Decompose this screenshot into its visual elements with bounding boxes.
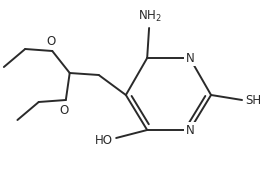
Text: HO: HO [95,134,113,147]
Text: SH: SH [245,94,261,107]
Text: NH$_2$: NH$_2$ [138,9,162,24]
Text: O: O [47,35,56,48]
Text: O: O [59,104,69,117]
Text: N: N [185,51,194,64]
Text: N: N [185,123,194,136]
